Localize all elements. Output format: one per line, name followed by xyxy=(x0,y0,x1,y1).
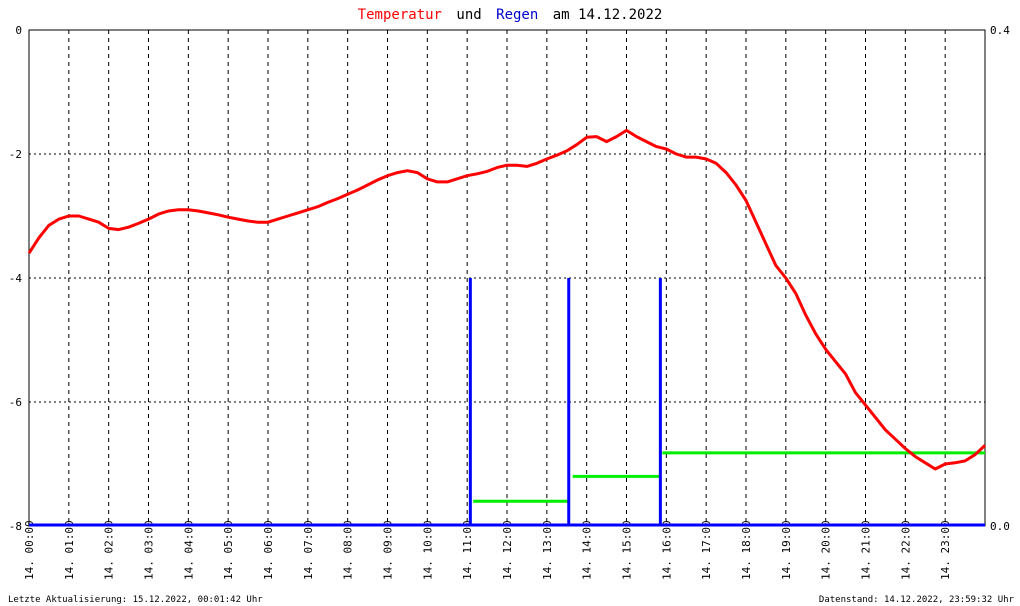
x-tick-label: 14. 15:00 xyxy=(621,520,634,580)
right-tick-label: 0.0 xyxy=(990,520,1010,533)
x-tick-label: 14. 00:00 xyxy=(23,520,36,580)
x-tick-label: 14. 21:00 xyxy=(860,520,873,580)
left-tick-label: -6 xyxy=(9,396,22,409)
x-tick-label: 14. 18:00 xyxy=(740,520,753,580)
x-tick-label: 14. 06:00 xyxy=(262,520,275,580)
x-tick-label: 14. 07:00 xyxy=(302,520,315,580)
temperature-series xyxy=(27,128,987,471)
title-temperatur: Temperatur xyxy=(358,7,442,23)
right-tick-label: 0.4 xyxy=(990,24,1010,37)
x-axis-ticks: 14. 00:00 14. 01:00 14. 02:00 14. 03:00 14. … xyxy=(23,520,952,580)
title-date: am 14.12.2022 xyxy=(553,7,663,23)
title-regen: Regen xyxy=(496,7,538,23)
x-tick-label: 14. 16:00 xyxy=(660,520,673,580)
x-tick-label: 14. 05:00 xyxy=(222,520,235,580)
x-tick-label: 14. 22:00 xyxy=(899,520,912,580)
x-tick-label: 14. 08:00 xyxy=(342,520,355,580)
left-tick-label: -4 xyxy=(9,272,23,285)
x-tick-label: 14. 17:00 xyxy=(700,520,713,580)
left-tick-label: -2 xyxy=(9,148,22,161)
footer-last-update: Letzte Aktualisierung: 15.12.2022, 00:01… xyxy=(8,595,263,605)
left-tick-label: -8 xyxy=(9,520,22,533)
x-tick-label: 14. 09:00 xyxy=(382,520,395,580)
left-tick-label: 0 xyxy=(15,24,22,37)
x-tick-label: 14. 12:00 xyxy=(501,520,514,580)
x-tick-label: 14. 13:00 xyxy=(541,520,554,580)
x-tick-label: 14. 02:00 xyxy=(103,520,116,580)
x-tick-label: 14. 04:00 xyxy=(182,520,195,580)
x-tick-label: 14. 19:00 xyxy=(780,520,793,580)
right-axis-ticks: 0.4 0.0 xyxy=(990,24,1010,533)
temperature-line xyxy=(27,128,987,471)
x-tick-label: 14. 11:00 xyxy=(461,520,474,580)
x-tick-label: 14. 20:00 xyxy=(820,520,833,580)
rain-sum-series xyxy=(473,451,985,503)
x-tick-label: 14. 23:00 xyxy=(939,520,952,580)
x-tick-label: 14. 03:00 xyxy=(143,520,156,580)
rain-series xyxy=(29,278,985,527)
x-tick-label: 14. 14:00 xyxy=(581,520,594,580)
footer-data-status: Datenstand: 14.12.2022, 23:59:32 Uhr xyxy=(819,595,1015,605)
left-axis-ticks: 0 -2 -4 -6 -8 xyxy=(9,24,23,533)
x-tick-label: 14. 01:00 xyxy=(63,520,76,580)
title-und: und xyxy=(456,7,481,23)
x-tick-label: 14. 10:00 xyxy=(421,520,434,580)
chart-title: Temperatur und Regen am 14.12.2022 xyxy=(358,7,663,23)
